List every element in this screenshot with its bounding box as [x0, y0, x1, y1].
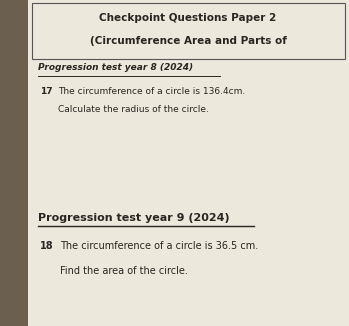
Text: The circumference of a circle is 136.4cm.: The circumference of a circle is 136.4cm…: [58, 87, 245, 96]
Text: Checkpoint Questions Paper 2: Checkpoint Questions Paper 2: [99, 13, 277, 23]
Text: Find the area of the circle.: Find the area of the circle.: [60, 266, 188, 276]
Text: The circumference of a circle is 36.5 cm.: The circumference of a circle is 36.5 cm…: [60, 241, 258, 251]
Text: Progression test year 9 (2024): Progression test year 9 (2024): [38, 213, 230, 223]
FancyBboxPatch shape: [32, 3, 345, 59]
Text: 18: 18: [40, 241, 54, 251]
Text: Calculate the radius of the circle.: Calculate the radius of the circle.: [58, 106, 209, 114]
Bar: [0, 0, 28, 326]
Text: Progression test year 8 (2024): Progression test year 8 (2024): [38, 64, 193, 72]
Text: (Circumference Area and Parts of: (Circumference Area and Parts of: [90, 36, 287, 46]
Text: 17: 17: [40, 87, 53, 96]
